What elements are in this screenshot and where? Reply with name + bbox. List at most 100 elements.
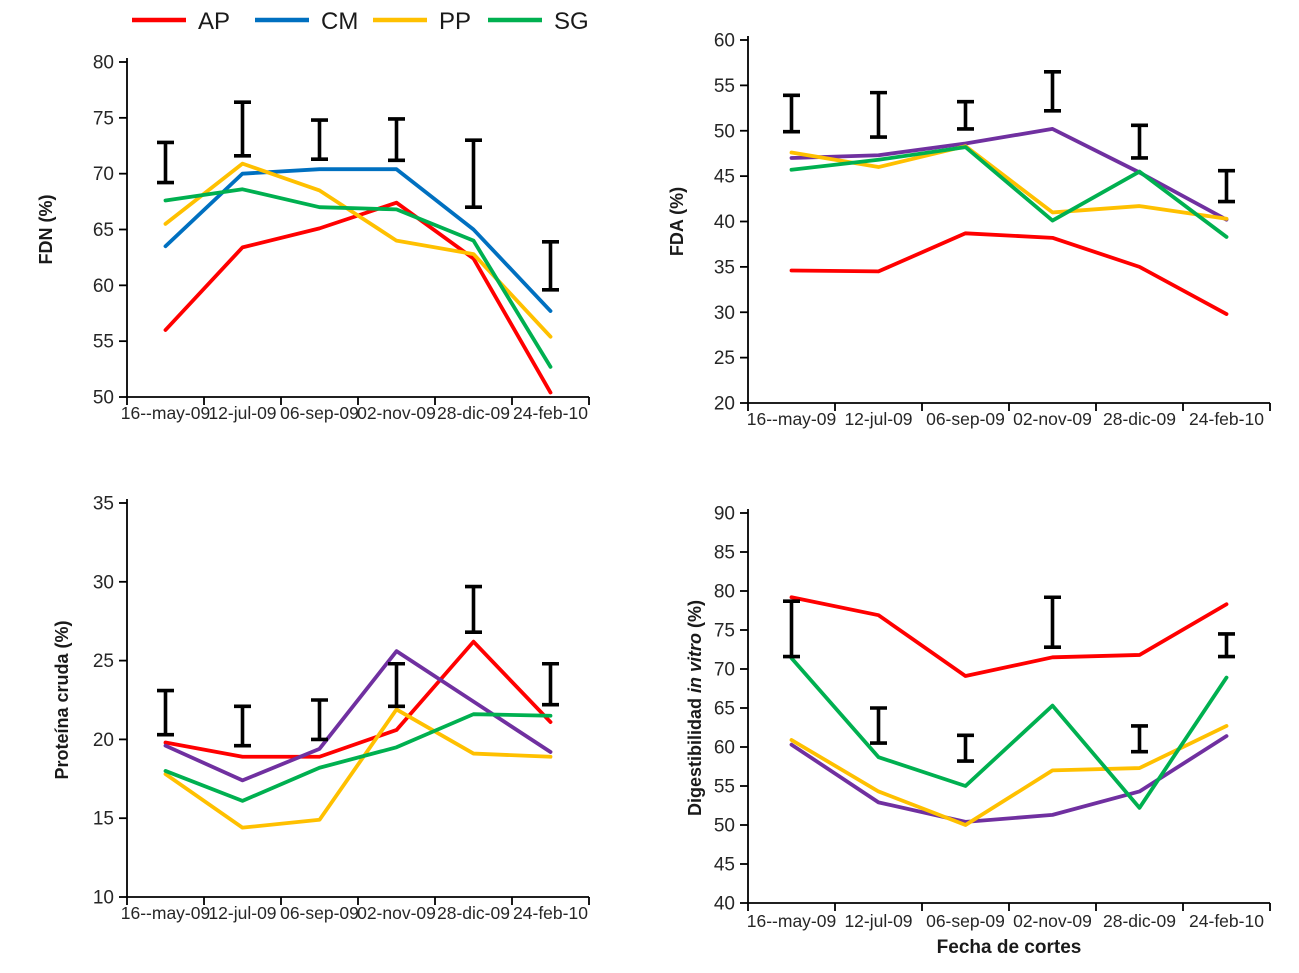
y-tick-label: 45 [714,167,735,188]
y-tick-label: 60 [93,276,114,297]
x-category-label: 28-dic-09 [1103,911,1176,931]
x-category-label: 12-jul-09 [844,911,912,931]
y-axis-title-part: FDA (%) [667,187,687,256]
legend: AP CM PP SG [132,8,589,35]
y-tick-label: 35 [714,257,735,278]
x-category-label: 16--may-09 [121,403,210,423]
y-tick-label: 65 [714,699,735,720]
y-axis-title-fdn: FDN (%) [36,195,56,265]
y-tick-label: 10 [93,888,114,909]
x-category-label: 02-nov-09 [1013,911,1092,931]
error-bar [1044,595,1061,649]
error-bar [542,661,559,707]
x-category-label: 06-sep-09 [280,403,359,423]
series-line-cm [789,127,1229,222]
y-tick-label: 45 [714,855,735,876]
error-bar [465,584,482,635]
y-tick-label: 70 [714,660,735,681]
y-tick-label: 40 [714,212,735,233]
series-line-sg [789,145,1229,239]
y-tick-label: 25 [93,651,114,672]
y-tick-label: 80 [93,53,114,74]
x-category-label: 12-jul-09 [208,403,276,423]
y-tick-label: 65 [93,220,114,241]
legend-item-cm: CM [255,8,358,35]
error-bar [957,733,974,763]
error-bar [957,99,974,131]
y-axis-title-part: FDN (%) [36,195,56,265]
y-axis-title-proteina: Proteína cruda (%) [52,620,72,779]
y-tick-label: 75 [93,108,114,129]
y-axis-title-part: Digestibilidad [685,693,705,816]
error-bar [234,100,251,158]
y-tick-label: 60 [714,31,735,52]
error-bar [388,117,405,163]
chart-digestibilidad: 40 45 50 55 60 65 70 75 80 85 90 16--may-09 12-jul-0… [685,504,1271,958]
y-tick-label: 25 [714,348,735,369]
error-bar [783,599,800,659]
x-category-label: 28-dic-09 [437,403,510,423]
error-bar [1044,69,1061,113]
x-category-label: 24-feb-10 [1189,409,1264,429]
y-tick-label: 75 [714,621,735,642]
error-bar [1131,123,1148,160]
y-tick-label: 55 [714,777,735,798]
x-category-label: 16--may-09 [747,911,836,931]
error-bar [1131,724,1148,754]
series-line-pp [163,707,553,830]
y-tick-label: 70 [93,164,114,185]
x-category-label: 24-feb-10 [513,403,588,423]
error-bar [157,140,174,185]
x-category-label: 02-nov-09 [357,403,436,423]
series-line-sg [789,656,1229,810]
y-tick-label: 40 [714,894,735,915]
y-tick-label: 20 [93,730,114,751]
error-bar [388,661,405,709]
x-category-label: 16--may-09 [121,903,210,923]
series-line-ap [789,231,1229,316]
y-tick-label: 30 [714,303,735,324]
x-category-label: 28-dic-09 [1103,409,1176,429]
error-bar [783,93,800,134]
y-axis-title-digestibilidad: Digestibilidad in vitro (%) [685,600,705,816]
error-bar [870,706,887,745]
x-category-label: 06-sep-09 [926,911,1005,931]
error-bar [157,688,174,737]
legend-label: PP [439,8,471,35]
y-tick-label: 50 [93,388,114,409]
x-category-label: 24-feb-10 [1189,911,1264,931]
y-tick-label: 30 [93,572,114,593]
chart-fda: 20 25 30 35 40 45 50 55 60 16--may-09 12-jul-09 06-… [667,31,1271,429]
error-bar [234,704,251,748]
error-bar [870,90,887,139]
series-line-ap [789,595,1229,678]
error-bar [542,239,559,292]
y-tick-label: 60 [714,738,735,759]
error-bar [311,118,328,161]
x-category-label: 24-feb-10 [513,903,588,923]
y-axis-title-part: Proteína cruda (%) [52,620,72,779]
y-tick-label: 90 [714,504,735,525]
y-tick-label: 35 [93,494,114,515]
legend-label: AP [198,8,230,35]
legend-item-pp: PP [373,8,471,35]
series-line-pp [789,724,1229,827]
legend-label: SG [554,8,589,35]
error-bar [1218,168,1235,204]
error-bar [465,138,482,209]
series-line-sg [163,712,553,803]
y-tick-label: 55 [93,332,114,353]
x-category-label: 16--may-09 [747,409,836,429]
x-category-label: 06-sep-09 [280,903,359,923]
legend-item-ap: AP [132,8,230,35]
y-tick-label: 15 [93,809,114,830]
y-axis-title-fda: FDA (%) [667,187,687,256]
series-line-pp [789,144,1229,221]
x-axis-title: Fecha de cortes [937,937,1082,958]
x-category-label: 02-nov-09 [357,903,436,923]
error-bar [1218,632,1235,659]
